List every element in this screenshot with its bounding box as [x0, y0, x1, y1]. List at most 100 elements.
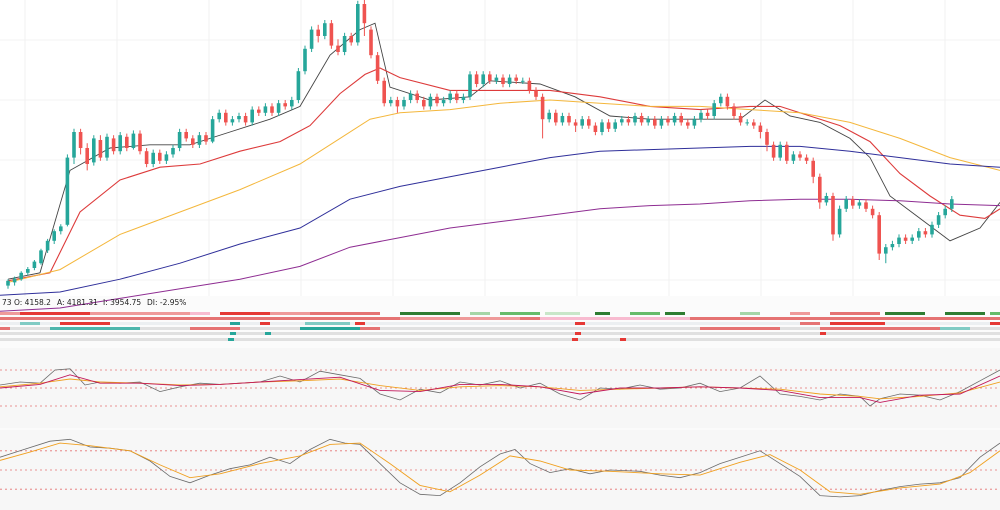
candle[interactable]: [243, 112, 248, 126]
candle[interactable]: [98, 135, 103, 161]
candle[interactable]: [771, 141, 776, 161]
candle[interactable]: [540, 93, 545, 139]
candle[interactable]: [547, 109, 551, 123]
candle[interactable]: [950, 196, 954, 212]
candle[interactable]: [864, 199, 868, 212]
candle[interactable]: [613, 119, 617, 132]
candle[interactable]: [290, 96, 294, 110]
candle[interactable]: [811, 157, 815, 184]
candle[interactable]: [890, 240, 895, 251]
candle[interactable]: [362, 0, 367, 36]
candle[interactable]: [831, 192, 835, 241]
candle[interactable]: [408, 90, 413, 104]
candle[interactable]: [237, 112, 241, 123]
candle[interactable]: [705, 109, 710, 120]
candle[interactable]: [501, 74, 505, 88]
candle[interactable]: [923, 228, 928, 238]
candle[interactable]: [752, 119, 756, 129]
candle[interactable]: [303, 45, 307, 75]
candle[interactable]: [455, 90, 459, 104]
candle[interactable]: [600, 119, 604, 136]
candle[interactable]: [692, 116, 697, 129]
candle[interactable]: [270, 103, 274, 116]
candle[interactable]: [686, 119, 690, 129]
candle[interactable]: [897, 234, 901, 248]
candle[interactable]: [210, 116, 215, 144]
candle[interactable]: [903, 234, 908, 244]
candle[interactable]: [59, 224, 63, 235]
candle[interactable]: [111, 135, 116, 155]
candle[interactable]: [765, 128, 769, 152]
candle[interactable]: [824, 192, 829, 206]
candle[interactable]: [369, 26, 373, 59]
candle[interactable]: [204, 132, 208, 145]
candle[interactable]: [184, 128, 188, 142]
candle[interactable]: [356, 0, 360, 46]
candle[interactable]: [653, 116, 657, 129]
candle[interactable]: [92, 135, 96, 166]
candle[interactable]: [336, 39, 340, 56]
candle[interactable]: [639, 112, 644, 126]
candle[interactable]: [567, 112, 571, 126]
candle[interactable]: [580, 116, 584, 129]
candle[interactable]: [573, 119, 578, 132]
oscillator-1-pane[interactable]: [0, 348, 1000, 428]
candle[interactable]: [851, 196, 855, 209]
candle[interactable]: [884, 244, 888, 264]
candle[interactable]: [257, 106, 261, 116]
price-pane[interactable]: [0, 0, 1000, 312]
candle[interactable]: [316, 24, 320, 43]
candle[interactable]: [738, 112, 743, 126]
candle[interactable]: [494, 74, 499, 84]
candle[interactable]: [712, 100, 716, 120]
candle[interactable]: [474, 71, 479, 88]
candle[interactable]: [560, 112, 565, 126]
candle[interactable]: [534, 87, 538, 100]
candle[interactable]: [468, 71, 472, 100]
candle[interactable]: [917, 228, 921, 241]
candle[interactable]: [798, 151, 802, 161]
candle[interactable]: [138, 130, 142, 155]
candle[interactable]: [837, 205, 842, 238]
candle[interactable]: [382, 77, 386, 107]
candle[interactable]: [626, 116, 631, 126]
candle[interactable]: [428, 93, 433, 110]
candle[interactable]: [197, 132, 202, 148]
candle[interactable]: [329, 20, 334, 49]
candle[interactable]: [32, 260, 37, 271]
candle[interactable]: [435, 93, 439, 107]
candle[interactable]: [349, 32, 353, 46]
candle[interactable]: [719, 93, 723, 107]
candle[interactable]: [461, 93, 466, 104]
candle[interactable]: [785, 141, 789, 164]
candle[interactable]: [910, 234, 914, 244]
candle[interactable]: [12, 276, 17, 286]
candle[interactable]: [171, 144, 175, 158]
candle[interactable]: [19, 271, 23, 281]
candle[interactable]: [276, 100, 281, 116]
candle[interactable]: [177, 128, 182, 152]
candle[interactable]: [554, 109, 558, 126]
candle[interactable]: [217, 109, 221, 123]
candle[interactable]: [158, 149, 162, 164]
candle[interactable]: [422, 96, 426, 110]
candle[interactable]: [620, 116, 624, 126]
candle[interactable]: [151, 149, 155, 168]
candle[interactable]: [389, 96, 393, 107]
candle[interactable]: [521, 77, 525, 84]
candle[interactable]: [448, 90, 452, 104]
candle[interactable]: [587, 116, 591, 129]
candle[interactable]: [791, 151, 796, 164]
candle[interactable]: [758, 122, 763, 139]
candle[interactable]: [778, 141, 782, 161]
candle[interactable]: [877, 212, 881, 260]
candle[interactable]: [72, 128, 76, 164]
candle[interactable]: [415, 90, 419, 104]
candle[interactable]: [818, 173, 822, 209]
candle[interactable]: [593, 122, 598, 136]
candle[interactable]: [230, 116, 235, 126]
candle[interactable]: [745, 119, 749, 126]
candle[interactable]: [672, 112, 677, 126]
